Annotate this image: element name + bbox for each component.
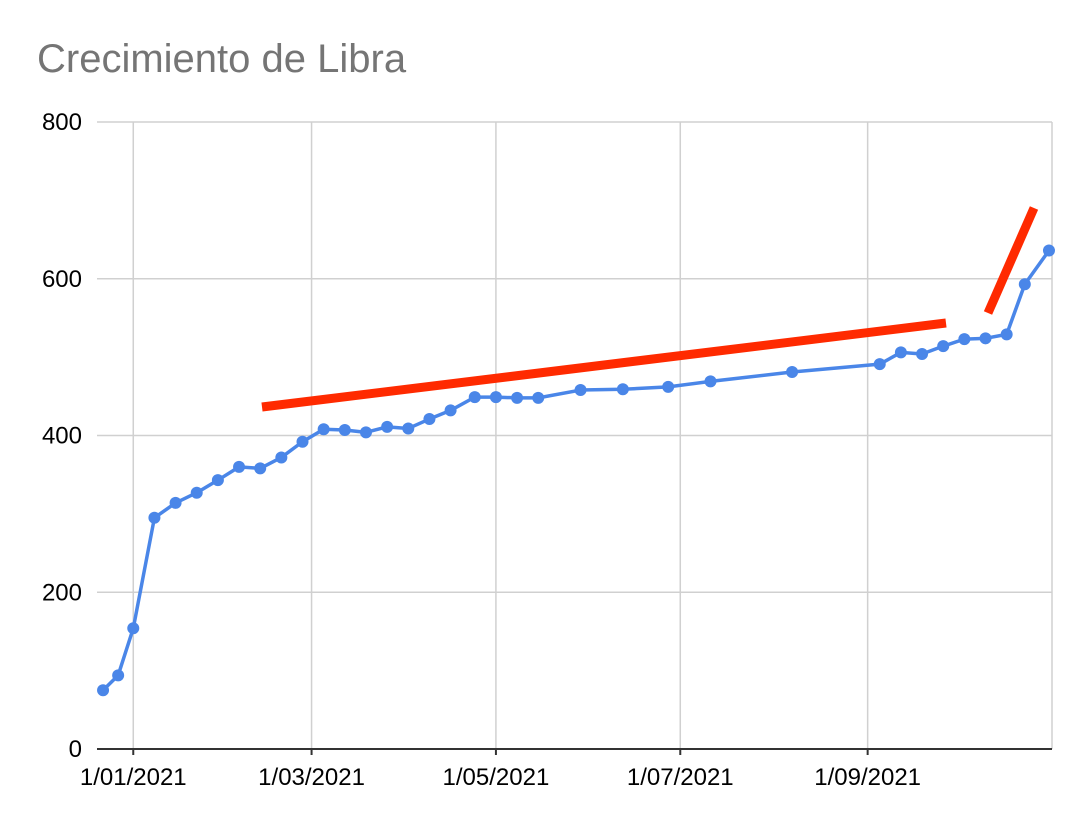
grid	[97, 121, 1052, 755]
y-tick-label: 800	[42, 109, 82, 136]
x-tick-label: 1/05/2021	[443, 764, 550, 791]
data-point	[786, 366, 799, 379]
y-tick-label: 200	[42, 579, 82, 606]
data-point	[574, 384, 587, 397]
data-point	[381, 420, 394, 433]
data-point	[190, 486, 203, 499]
data-point	[254, 462, 267, 475]
data-point	[916, 347, 929, 360]
plot	[97, 244, 1055, 697]
trend-annotation	[983, 206, 1039, 315]
chart-title: Crecimiento de Libra	[37, 37, 407, 81]
data-point	[127, 622, 140, 635]
data-point	[704, 375, 717, 388]
x-tick-label: 1/09/2021	[814, 764, 921, 791]
data-point	[97, 684, 110, 697]
trend-annotation	[261, 318, 947, 412]
series-line	[101, 249, 1051, 692]
data-point	[233, 460, 246, 473]
data-point	[468, 391, 481, 404]
data-point	[1000, 328, 1013, 341]
data-point	[937, 340, 950, 353]
data-point	[148, 511, 161, 524]
data-point	[511, 391, 524, 404]
x-tick-label: 1/07/2021	[627, 764, 734, 791]
data-point	[532, 391, 545, 404]
data-point	[169, 496, 182, 509]
data-point	[338, 424, 351, 437]
data-point	[444, 404, 457, 417]
data-point	[894, 346, 907, 359]
data-point	[616, 383, 629, 396]
data-point	[1018, 278, 1031, 291]
data-point	[317, 423, 330, 436]
data-point	[1042, 244, 1055, 257]
x-tick-label: 1/03/2021	[258, 764, 365, 791]
x-tick-label: 1/01/2021	[80, 764, 187, 791]
data-point	[489, 391, 502, 404]
data-point	[275, 451, 288, 464]
y-tick-label: 600	[42, 266, 82, 293]
y-tick-label: 400	[42, 423, 82, 450]
data-point	[958, 333, 971, 346]
data-point	[662, 380, 675, 393]
data-point	[296, 435, 309, 448]
y-tick-label: 0	[69, 736, 82, 763]
data-point	[112, 669, 125, 682]
data-point	[979, 332, 992, 345]
data-point	[211, 474, 224, 487]
data-point	[873, 358, 886, 371]
data-point	[423, 413, 436, 426]
data-point	[359, 426, 372, 439]
data-point	[402, 422, 415, 435]
